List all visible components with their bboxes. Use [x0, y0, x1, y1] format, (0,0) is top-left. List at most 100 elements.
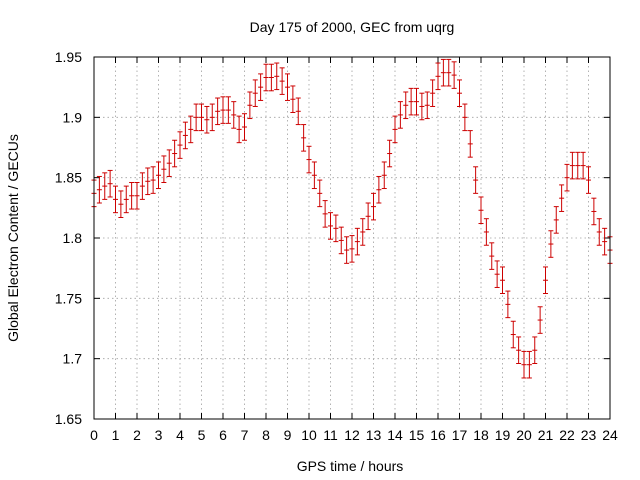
data-point — [199, 103, 204, 132]
x-tick-label: 16 — [430, 427, 446, 443]
data-point — [247, 91, 253, 120]
data-point — [311, 161, 317, 190]
data-point — [548, 230, 554, 258]
data-point — [349, 235, 355, 263]
data-point — [134, 181, 140, 210]
data-point — [156, 161, 161, 190]
x-tick-label: 0 — [90, 427, 98, 443]
y-tick-label: 1.65 — [55, 411, 82, 427]
data-point — [586, 166, 591, 194]
data-points — [91, 58, 613, 379]
data-point — [236, 115, 242, 144]
data-point — [376, 175, 382, 204]
x-tick-label: 9 — [284, 427, 292, 443]
data-point — [414, 87, 419, 116]
data-point — [107, 169, 113, 198]
x-tick-label: 21 — [538, 427, 554, 443]
x-tick-label: 23 — [581, 427, 597, 443]
x-tick-label: 15 — [409, 427, 425, 443]
data-point — [209, 103, 215, 132]
data-point — [419, 92, 425, 121]
data-point — [354, 227, 360, 256]
x-tick-label: 20 — [516, 427, 532, 443]
y-tick-label: 1.8 — [63, 230, 83, 246]
data-point — [150, 166, 156, 194]
data-point — [467, 130, 473, 158]
data-point — [360, 218, 366, 246]
data-point — [166, 149, 172, 177]
x-tick-label: 14 — [387, 427, 403, 443]
data-point — [344, 236, 350, 264]
data-point — [333, 214, 339, 243]
data-point — [188, 115, 194, 144]
data-point — [387, 139, 393, 168]
data-point — [274, 62, 280, 91]
data-point — [569, 151, 575, 180]
data-point — [564, 163, 570, 192]
data-point — [591, 197, 597, 226]
data-point — [596, 218, 602, 246]
data-point — [161, 155, 167, 183]
x-tick-label: 13 — [366, 427, 382, 443]
data-point — [451, 61, 457, 89]
data-point — [306, 145, 312, 174]
data-point — [505, 290, 511, 319]
data-point — [145, 167, 151, 196]
data-point — [553, 206, 559, 234]
plot-border — [93, 56, 611, 420]
data-point — [215, 97, 221, 126]
x-tick-label: 18 — [473, 427, 489, 443]
data-point — [430, 79, 436, 107]
x-tick-label: 2 — [133, 427, 141, 443]
data-point — [328, 212, 333, 240]
data-point — [258, 73, 264, 101]
x-tick-label: 8 — [262, 427, 270, 443]
x-tick-label: 7 — [241, 427, 249, 443]
axis-ticks — [93, 56, 611, 420]
data-point — [365, 202, 371, 231]
y-tick-label: 1.9 — [63, 109, 83, 125]
data-point — [580, 151, 586, 180]
data-point — [193, 103, 199, 132]
data-point — [225, 96, 231, 124]
data-point — [537, 306, 543, 334]
x-tick-label: 3 — [155, 427, 163, 443]
data-point — [526, 350, 532, 379]
data-point — [516, 336, 522, 364]
data-point — [139, 172, 145, 200]
data-point — [381, 161, 387, 190]
data-point — [290, 85, 296, 114]
data-point — [457, 79, 462, 107]
x-tick-label: 22 — [559, 427, 575, 443]
data-point — [424, 91, 430, 120]
data-point — [392, 115, 398, 144]
data-point — [500, 266, 505, 295]
data-point — [575, 151, 581, 180]
data-point — [521, 350, 527, 379]
data-point — [435, 62, 441, 91]
data-point — [242, 113, 247, 141]
x-tick-label: 17 — [452, 427, 468, 443]
data-point — [483, 218, 489, 246]
x-axis-label: GPS time / hours — [297, 458, 404, 474]
data-point — [113, 185, 118, 214]
data-point — [559, 184, 565, 212]
data-point — [172, 139, 178, 168]
data-point — [489, 242, 495, 270]
data-point — [129, 181, 135, 210]
data-point — [602, 227, 608, 256]
data-point — [295, 97, 301, 126]
x-tick-label: 1 — [112, 427, 120, 443]
data-point — [204, 105, 210, 134]
data-point — [263, 63, 269, 92]
data-point — [338, 226, 344, 255]
data-point — [301, 124, 307, 152]
y-tick-label: 1.85 — [55, 170, 82, 186]
data-point — [478, 196, 484, 225]
data-point — [102, 172, 108, 200]
y-tick-labels: 1.65 1.7 1.75 1.8 1.85 1.9 1.95 — [55, 49, 82, 427]
data-point — [182, 121, 188, 150]
y-tick-label: 1.7 — [63, 351, 83, 367]
data-point — [473, 166, 479, 194]
